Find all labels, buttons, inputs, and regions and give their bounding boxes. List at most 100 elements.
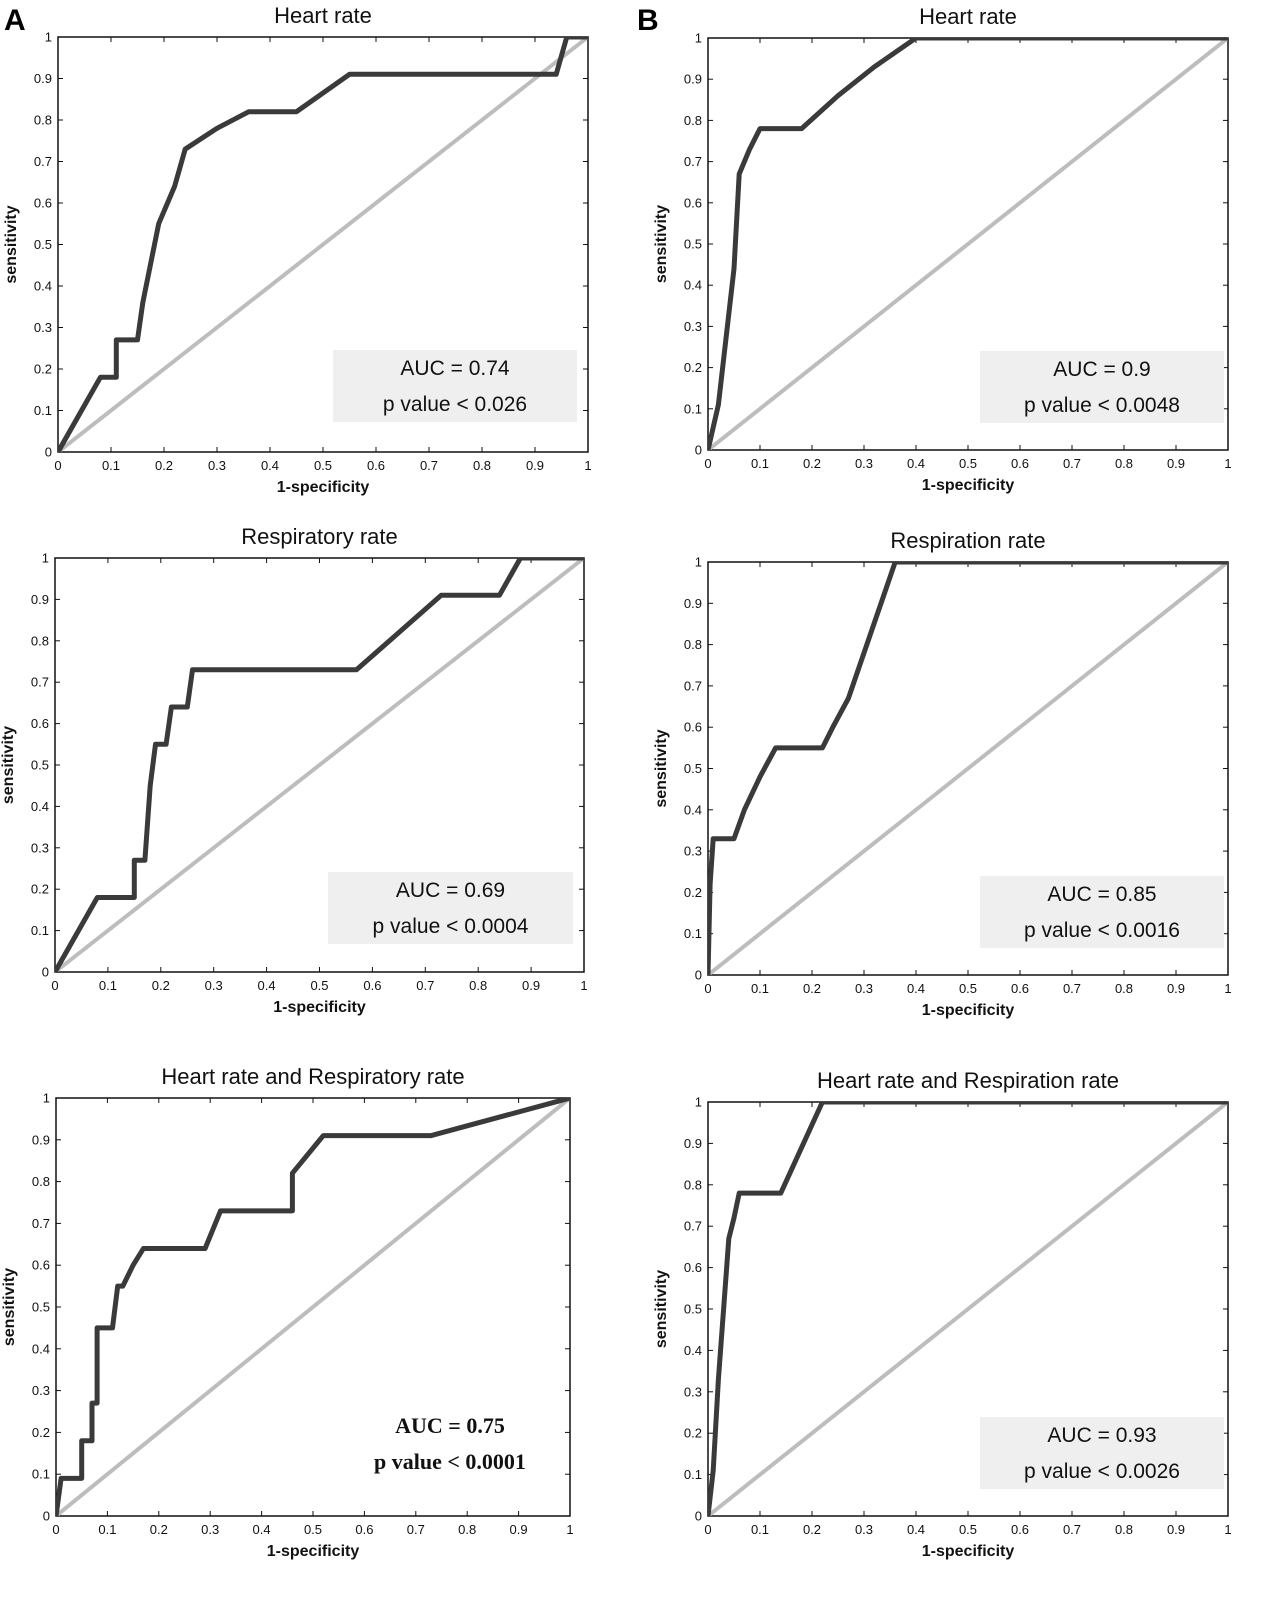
x-tick-label: 0.6 <box>367 458 385 473</box>
x-tick-label: 0.1 <box>751 1522 769 1537</box>
x-tick-label: 0.4 <box>907 456 925 471</box>
p-value-label: p value < 0.0001 <box>374 1449 526 1474</box>
x-tick-label: 0.8 <box>458 1522 476 1537</box>
annotation-box <box>328 872 573 944</box>
x-tick-label: 0.2 <box>803 1522 821 1537</box>
x-tick-label: 1 <box>580 978 587 993</box>
x-tick-label: 0.3 <box>201 1522 219 1537</box>
y-tick-label: 0.6 <box>684 1260 702 1275</box>
x-tick-label: 0 <box>704 456 711 471</box>
y-tick-label: 0.3 <box>31 840 49 855</box>
y-tick-label: 0.2 <box>31 882 49 897</box>
y-tick-label: 0.7 <box>31 675 49 690</box>
x-tick-label: 0.5 <box>959 981 977 996</box>
x-tick-label: 0 <box>54 458 61 473</box>
y-tick-label: 0.3 <box>684 319 702 334</box>
y-tick-label: 0.6 <box>684 195 702 210</box>
y-tick-label: 1 <box>695 1095 702 1110</box>
y-tick-label: 0.5 <box>34 237 52 252</box>
x-axis-label: 1-specificity <box>922 1543 1015 1560</box>
y-tick-label: 0 <box>695 1509 702 1524</box>
y-tick-label: 0.3 <box>34 320 52 335</box>
x-tick-label: 0.8 <box>473 458 491 473</box>
auc-label: AUC = 0.93 <box>1047 1424 1156 1447</box>
y-tick-label: 0.5 <box>31 758 49 773</box>
y-tick-label: 0.8 <box>684 113 702 128</box>
reference-diagonal-line <box>58 37 588 452</box>
x-tick-label: 0.5 <box>959 456 977 471</box>
x-tick-label: 0.5 <box>304 1522 322 1537</box>
y-tick-label: 0.8 <box>31 633 49 648</box>
y-tick-label: 0.8 <box>684 637 702 652</box>
y-tick-label: 0.1 <box>31 923 49 938</box>
annotation-box <box>980 1417 1224 1489</box>
x-axis-label: 1-specificity <box>922 1002 1015 1019</box>
x-tick-label: 0.6 <box>1011 981 1029 996</box>
y-tick-label: 0 <box>45 445 52 460</box>
x-tick-label: 0.9 <box>510 1522 528 1537</box>
annotation-box <box>333 350 577 422</box>
auc-label: AUC = 0.69 <box>396 879 505 902</box>
x-tick-label: 0.8 <box>1115 456 1133 471</box>
x-axis-label: 1-specificity <box>273 999 366 1016</box>
y-tick-label: 0.1 <box>684 1467 702 1482</box>
x-tick-label: 0.4 <box>253 1522 271 1537</box>
x-tick-label: 0.7 <box>1063 456 1081 471</box>
x-tick-label: 0.5 <box>959 1522 977 1537</box>
auc-label: AUC = 0.9 <box>1053 358 1150 381</box>
x-tick-label: 0.3 <box>855 981 873 996</box>
x-tick-label: 0.7 <box>1063 981 1081 996</box>
y-tick-label: 0.2 <box>684 360 702 375</box>
x-tick-label: 0.5 <box>314 458 332 473</box>
y-tick-label: 0.3 <box>684 1384 702 1399</box>
x-tick-label: 0.5 <box>310 978 328 993</box>
chart-b-respiration-rate: 0 0.1 0.2 0.3 0.4 0.5 0.6 0.7 0.8 0.9 1 0 0.1 0.2 0.3 0… <box>653 528 1232 1019</box>
roc-curve-line <box>708 562 1228 975</box>
reference-diagonal-line <box>708 38 1228 450</box>
p-value-label: p value < 0.0026 <box>1024 1460 1180 1483</box>
y-tick-label: 0.2 <box>684 885 702 900</box>
x-tick-label: 0.9 <box>526 458 544 473</box>
y-tick-label: 0.8 <box>684 1177 702 1192</box>
x-tick-label: 0.2 <box>803 981 821 996</box>
y-tick-label: 0.9 <box>684 596 702 611</box>
x-tick-label: 0.1 <box>751 456 769 471</box>
y-tick-label: 1 <box>695 31 702 46</box>
y-tick-label: 0.1 <box>32 1467 50 1482</box>
y-tick-label: 0.9 <box>32 1132 50 1147</box>
y-tick-label: 0.5 <box>684 237 702 252</box>
x-tick-label: 0.9 <box>522 978 540 993</box>
y-tick-label: 0.9 <box>684 72 702 87</box>
y-tick-label: 0.7 <box>32 1216 50 1231</box>
y-tick-label: 0.6 <box>684 720 702 735</box>
reference-diagonal-line <box>708 1102 1228 1516</box>
y-tick-label: 0.1 <box>34 403 52 418</box>
x-tick-label: 1 <box>584 458 591 473</box>
reference-diagonal-line <box>708 562 1228 975</box>
y-tick-label: 0.5 <box>684 761 702 776</box>
x-tick-label: 0.6 <box>1011 456 1029 471</box>
y-tick-label: 0.5 <box>684 1302 702 1317</box>
x-tick-label: 0.7 <box>407 1522 425 1537</box>
y-tick-label: 0.4 <box>684 802 702 817</box>
x-tick-label: 0.3 <box>855 456 873 471</box>
x-tick-label: 0.6 <box>363 978 381 993</box>
y-tick-label: 1 <box>42 551 49 566</box>
x-axis-label: 1-specificity <box>277 479 370 496</box>
x-tick-label: 0.1 <box>99 978 117 993</box>
p-value-label: p value < 0.0004 <box>373 915 529 938</box>
x-tick-label: 1 <box>1224 456 1231 471</box>
roc-curve-line <box>56 1098 570 1516</box>
chart-title: Respiratory rate <box>241 524 398 549</box>
x-tick-label: 0.8 <box>1115 981 1133 996</box>
x-tick-label: 0.6 <box>355 1522 373 1537</box>
x-tick-label: 0.8 <box>469 978 487 993</box>
x-tick-label: 0.4 <box>258 978 276 993</box>
y-tick-label: 0.9 <box>34 71 52 86</box>
x-tick-label: 0.8 <box>1115 1522 1133 1537</box>
chart-title: Heart rate <box>274 3 372 28</box>
x-tick-label: 0.2 <box>152 978 170 993</box>
chart-a-heart-and-respiratory-rate: 0 0.1 0.2 0.3 0.4 0.5 0.6 0.7 0.8 0.9 1 0 0.1 0.2 0.3 0… <box>1 1064 574 1560</box>
x-axis-label: 1-specificity <box>922 477 1015 494</box>
